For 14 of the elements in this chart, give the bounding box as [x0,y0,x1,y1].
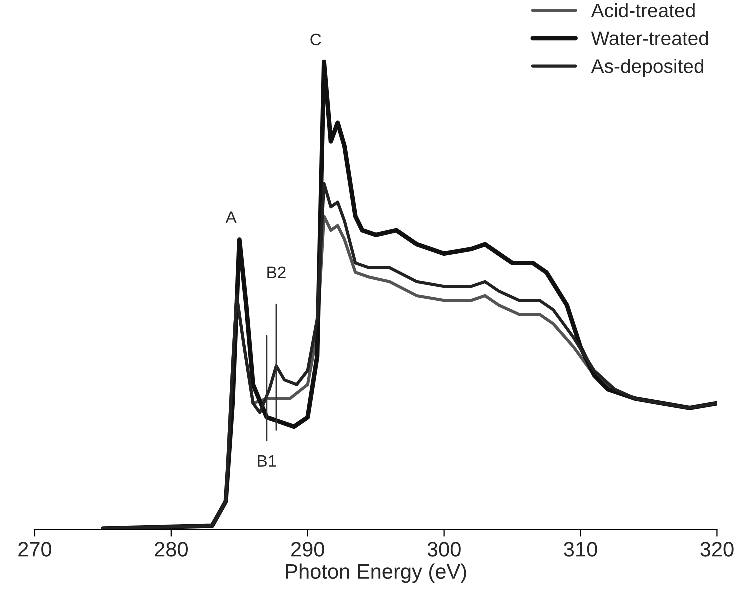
annotation: C [310,34,322,46]
x-axis-title: Photon Energy (eV) [286,564,466,584]
x-tick-label: 270 [18,542,52,557]
x-tick-label: 310 [564,542,598,557]
x-tick-label: 280 [155,542,188,557]
x-tick-label: 320 [700,542,734,557]
legend-label: As-deposited [591,59,704,78]
x-tick-label: 290 [292,542,324,557]
x-tick-label: 300 [428,542,461,557]
annotation: A [226,212,237,224]
legend-label: Acid-treated [591,3,695,18]
ref-line-label: B1 [258,455,276,467]
ref-line-label: B2 [268,266,286,278]
legend-label: Water-treated [591,31,708,46]
